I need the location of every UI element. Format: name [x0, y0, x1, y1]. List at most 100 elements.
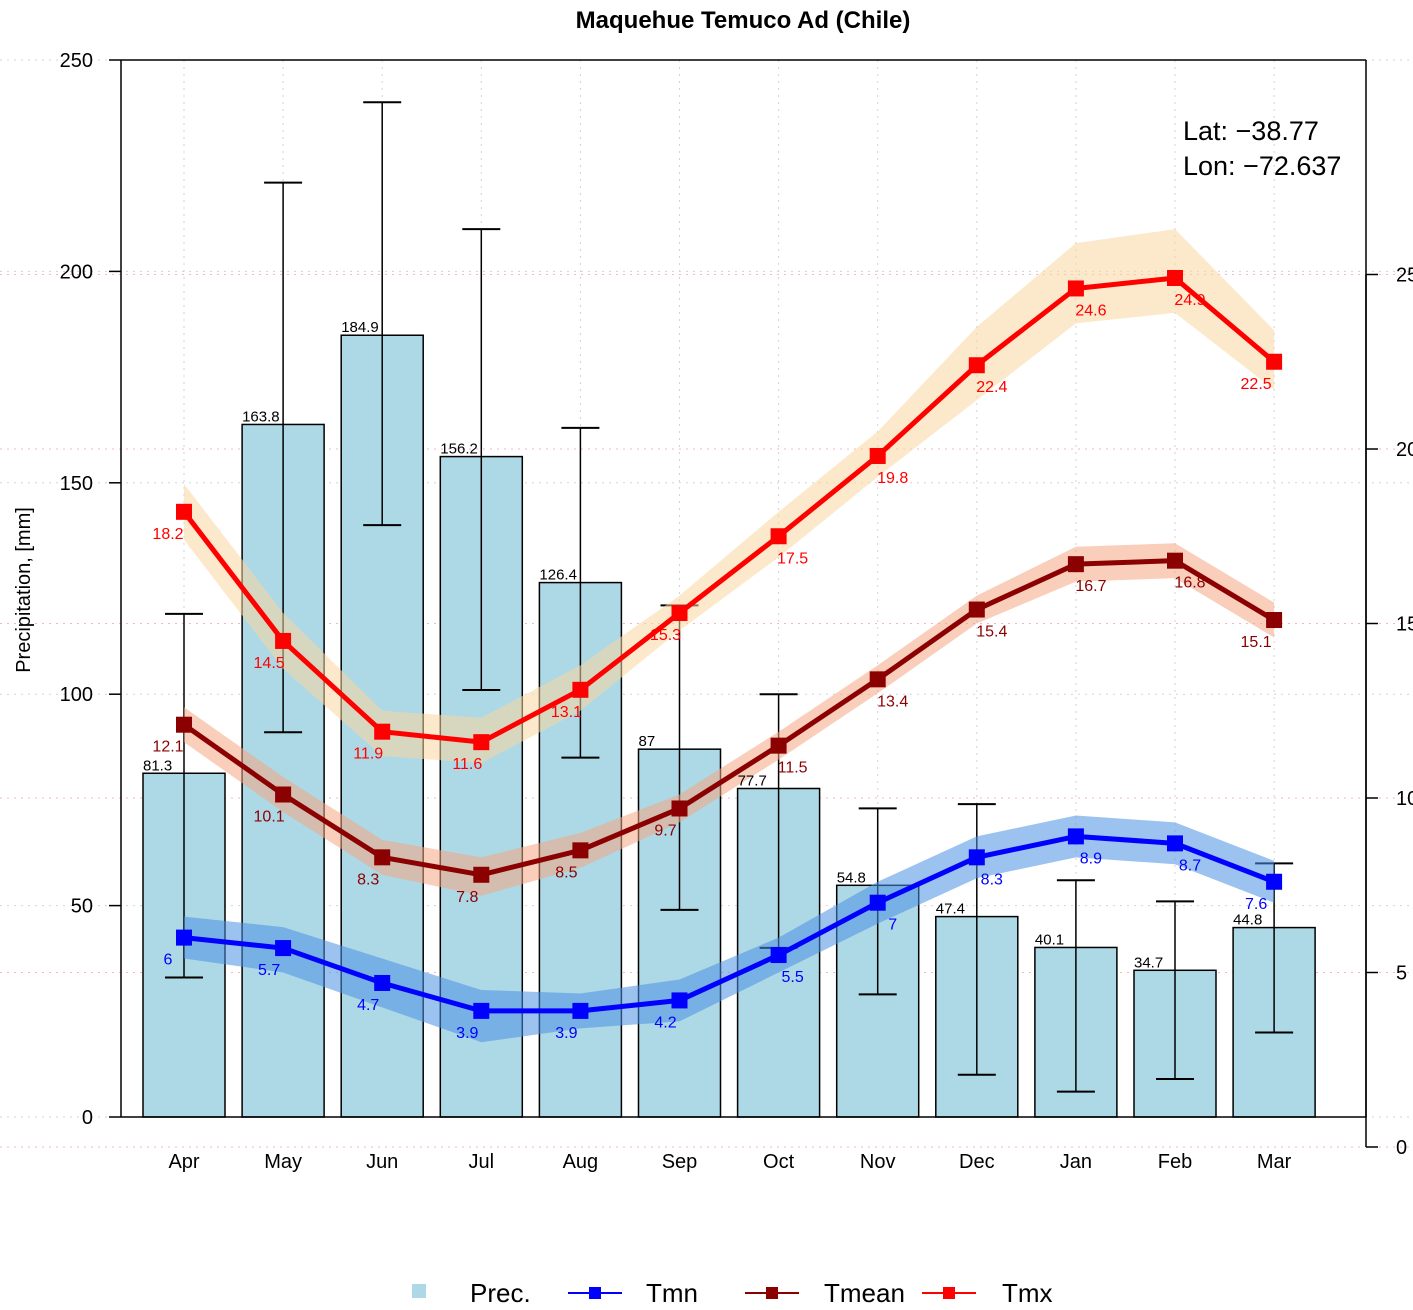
y2-axis-tick-label: 25 — [1396, 265, 1413, 287]
x-axis-tick-label: Dec — [959, 1151, 995, 1173]
value-label-tmean: 16.8 — [1174, 575, 1205, 592]
marker-tmean — [869, 671, 886, 688]
marker-tmean — [671, 800, 688, 817]
y-axis-tick-label: 100 — [60, 684, 93, 706]
marker-tmean — [176, 716, 192, 733]
legend-tmn-marker — [589, 1287, 601, 1299]
y2-axis-tick-label: 10 — [1396, 788, 1413, 810]
band-tmx — [184, 229, 1275, 764]
x-axis-tick-label: Aug — [563, 1151, 599, 1173]
y-axis-tick-label: 250 — [60, 50, 93, 72]
value-label-tmean: 15.1 — [1241, 634, 1272, 651]
marker-tmean — [968, 601, 985, 618]
value-label-tmx: 14.5 — [254, 655, 285, 672]
line-tmx — [182, 275, 1276, 745]
x-axis-tick-label: Sep — [662, 1151, 698, 1173]
value-label-tmx: 24.6 — [1075, 302, 1106, 319]
value-label-tmean: 11.5 — [778, 760, 808, 777]
legend-tmn-label: Tmn — [646, 1278, 698, 1308]
temperature-bands — [184, 229, 1275, 1043]
legend-tmx-marker — [943, 1287, 955, 1299]
x-axis-tick-label: May — [264, 1151, 302, 1173]
value-label-tmn: 5.7 — [258, 962, 280, 979]
precipitation-value-label: 81.3 — [143, 757, 172, 774]
legend-tmean-label: Tmean — [824, 1278, 905, 1308]
precipitation-value-label: 40.1 — [1035, 931, 1064, 948]
value-label-tmean: 13.4 — [877, 693, 908, 710]
value-label-tmn: 4.7 — [357, 997, 379, 1014]
value-label-tmx: 17.5 — [777, 550, 808, 567]
chart-title: Maquehue Temuco Ad (Chile) — [576, 7, 911, 34]
precipitation-value-label: 77.7 — [738, 772, 767, 789]
marker-tmx — [176, 503, 192, 520]
y2-axis-tick-label: 20 — [1396, 439, 1413, 461]
marker-tmn — [770, 947, 787, 964]
marker-tmn — [869, 894, 886, 911]
marker-tmean — [770, 737, 787, 754]
marker-tmn — [275, 940, 292, 957]
y-axis-label: Precipitation, [mm] — [13, 507, 35, 673]
x-axis-tick-label: Oct — [763, 1151, 795, 1173]
value-label-tmx: 11.9 — [353, 746, 383, 763]
value-label-tmn: 3.9 — [555, 1025, 577, 1042]
value-label-tmn: 4.2 — [654, 1014, 676, 1031]
marker-tmx — [1067, 280, 1084, 297]
precipitation-value-label: 163.8 — [242, 408, 280, 425]
marker-tmn — [1266, 873, 1283, 890]
value-label-tmean: 12.1 — [152, 739, 183, 756]
marker-tmn — [968, 849, 985, 866]
precipitation-bars — [142, 334, 1316, 1118]
marker-tmn — [176, 929, 192, 946]
marker-tmn — [1167, 835, 1183, 852]
marker-tmn — [1067, 828, 1084, 845]
marker-tmean — [1266, 612, 1283, 629]
value-label-tmx: 24.9 — [1174, 292, 1205, 309]
value-label-tmean: 8.3 — [357, 871, 379, 888]
marker-tmean — [572, 842, 589, 859]
marker-tmx — [770, 528, 787, 545]
value-label-tmn: 8.7 — [1179, 857, 1201, 874]
y2-axis-tick-label: 15 — [1396, 614, 1413, 636]
value-label-tmean: 16.7 — [1075, 578, 1106, 595]
marker-tmx — [671, 605, 688, 622]
marker-tmx — [1266, 353, 1283, 370]
legend-tmean-marker — [766, 1287, 778, 1299]
precipitation-value-label: 44.8 — [1233, 912, 1262, 929]
y2-axis-tick-label: 5 — [1396, 963, 1407, 985]
annotation-lat: Lat: −38.77 — [1183, 116, 1319, 146]
marker-tmx — [1167, 269, 1183, 286]
value-label-tmx: 19.8 — [877, 470, 908, 487]
value-label-tmx: 18.2 — [152, 526, 183, 543]
marker-tmx — [374, 723, 391, 740]
marker-tmx — [473, 734, 490, 751]
band-tmean — [184, 543, 1275, 896]
band-tmn — [184, 815, 1275, 1043]
precipitation-value-label: 156.2 — [440, 441, 478, 458]
y-axis-tick-label: 0 — [82, 1107, 93, 1129]
marker-tmean — [1067, 556, 1084, 573]
value-label-tmean: 9.7 — [654, 822, 676, 839]
annotation-lon: Lon: −72.637 — [1183, 151, 1341, 181]
x-axis-tick-label: Jun — [366, 1151, 398, 1173]
x-axis-tick-label: Apr — [168, 1151, 199, 1173]
value-label-tmn: 6 — [164, 952, 173, 969]
value-label-tmn: 8.9 — [1080, 850, 1102, 867]
axes: 0 50 100 150 200 250 0 5 10 15 20 25 Apr May Jun Jul Aug… — [60, 50, 1413, 1173]
legend: Prec. Tmn Tmean Tmx — [412, 1278, 1053, 1308]
marker-tmean — [473, 866, 490, 883]
marker-tmx — [572, 681, 589, 698]
value-label-tmean: 7.8 — [456, 889, 478, 906]
value-label-tmn: 5.5 — [781, 969, 803, 986]
value-label-tmn: 7.6 — [1245, 896, 1267, 913]
marker-tmn — [671, 992, 688, 1009]
value-label-tmx: 15.3 — [650, 627, 681, 644]
value-label-tmean: 10.1 — [254, 809, 285, 826]
data-labels: 81.3 163.8 184.9 156.2 126.4 87 77.7 54.8 47.4 40… — [143, 292, 1272, 1042]
value-label-tmn: 7 — [888, 917, 897, 934]
line-tmean — [182, 558, 1276, 878]
value-label-tmx: 22.4 — [976, 379, 1007, 396]
value-label-tmx: 11.6 — [452, 756, 482, 773]
marker-tmean — [1167, 552, 1183, 569]
value-label-tmn: 3.9 — [456, 1025, 478, 1042]
